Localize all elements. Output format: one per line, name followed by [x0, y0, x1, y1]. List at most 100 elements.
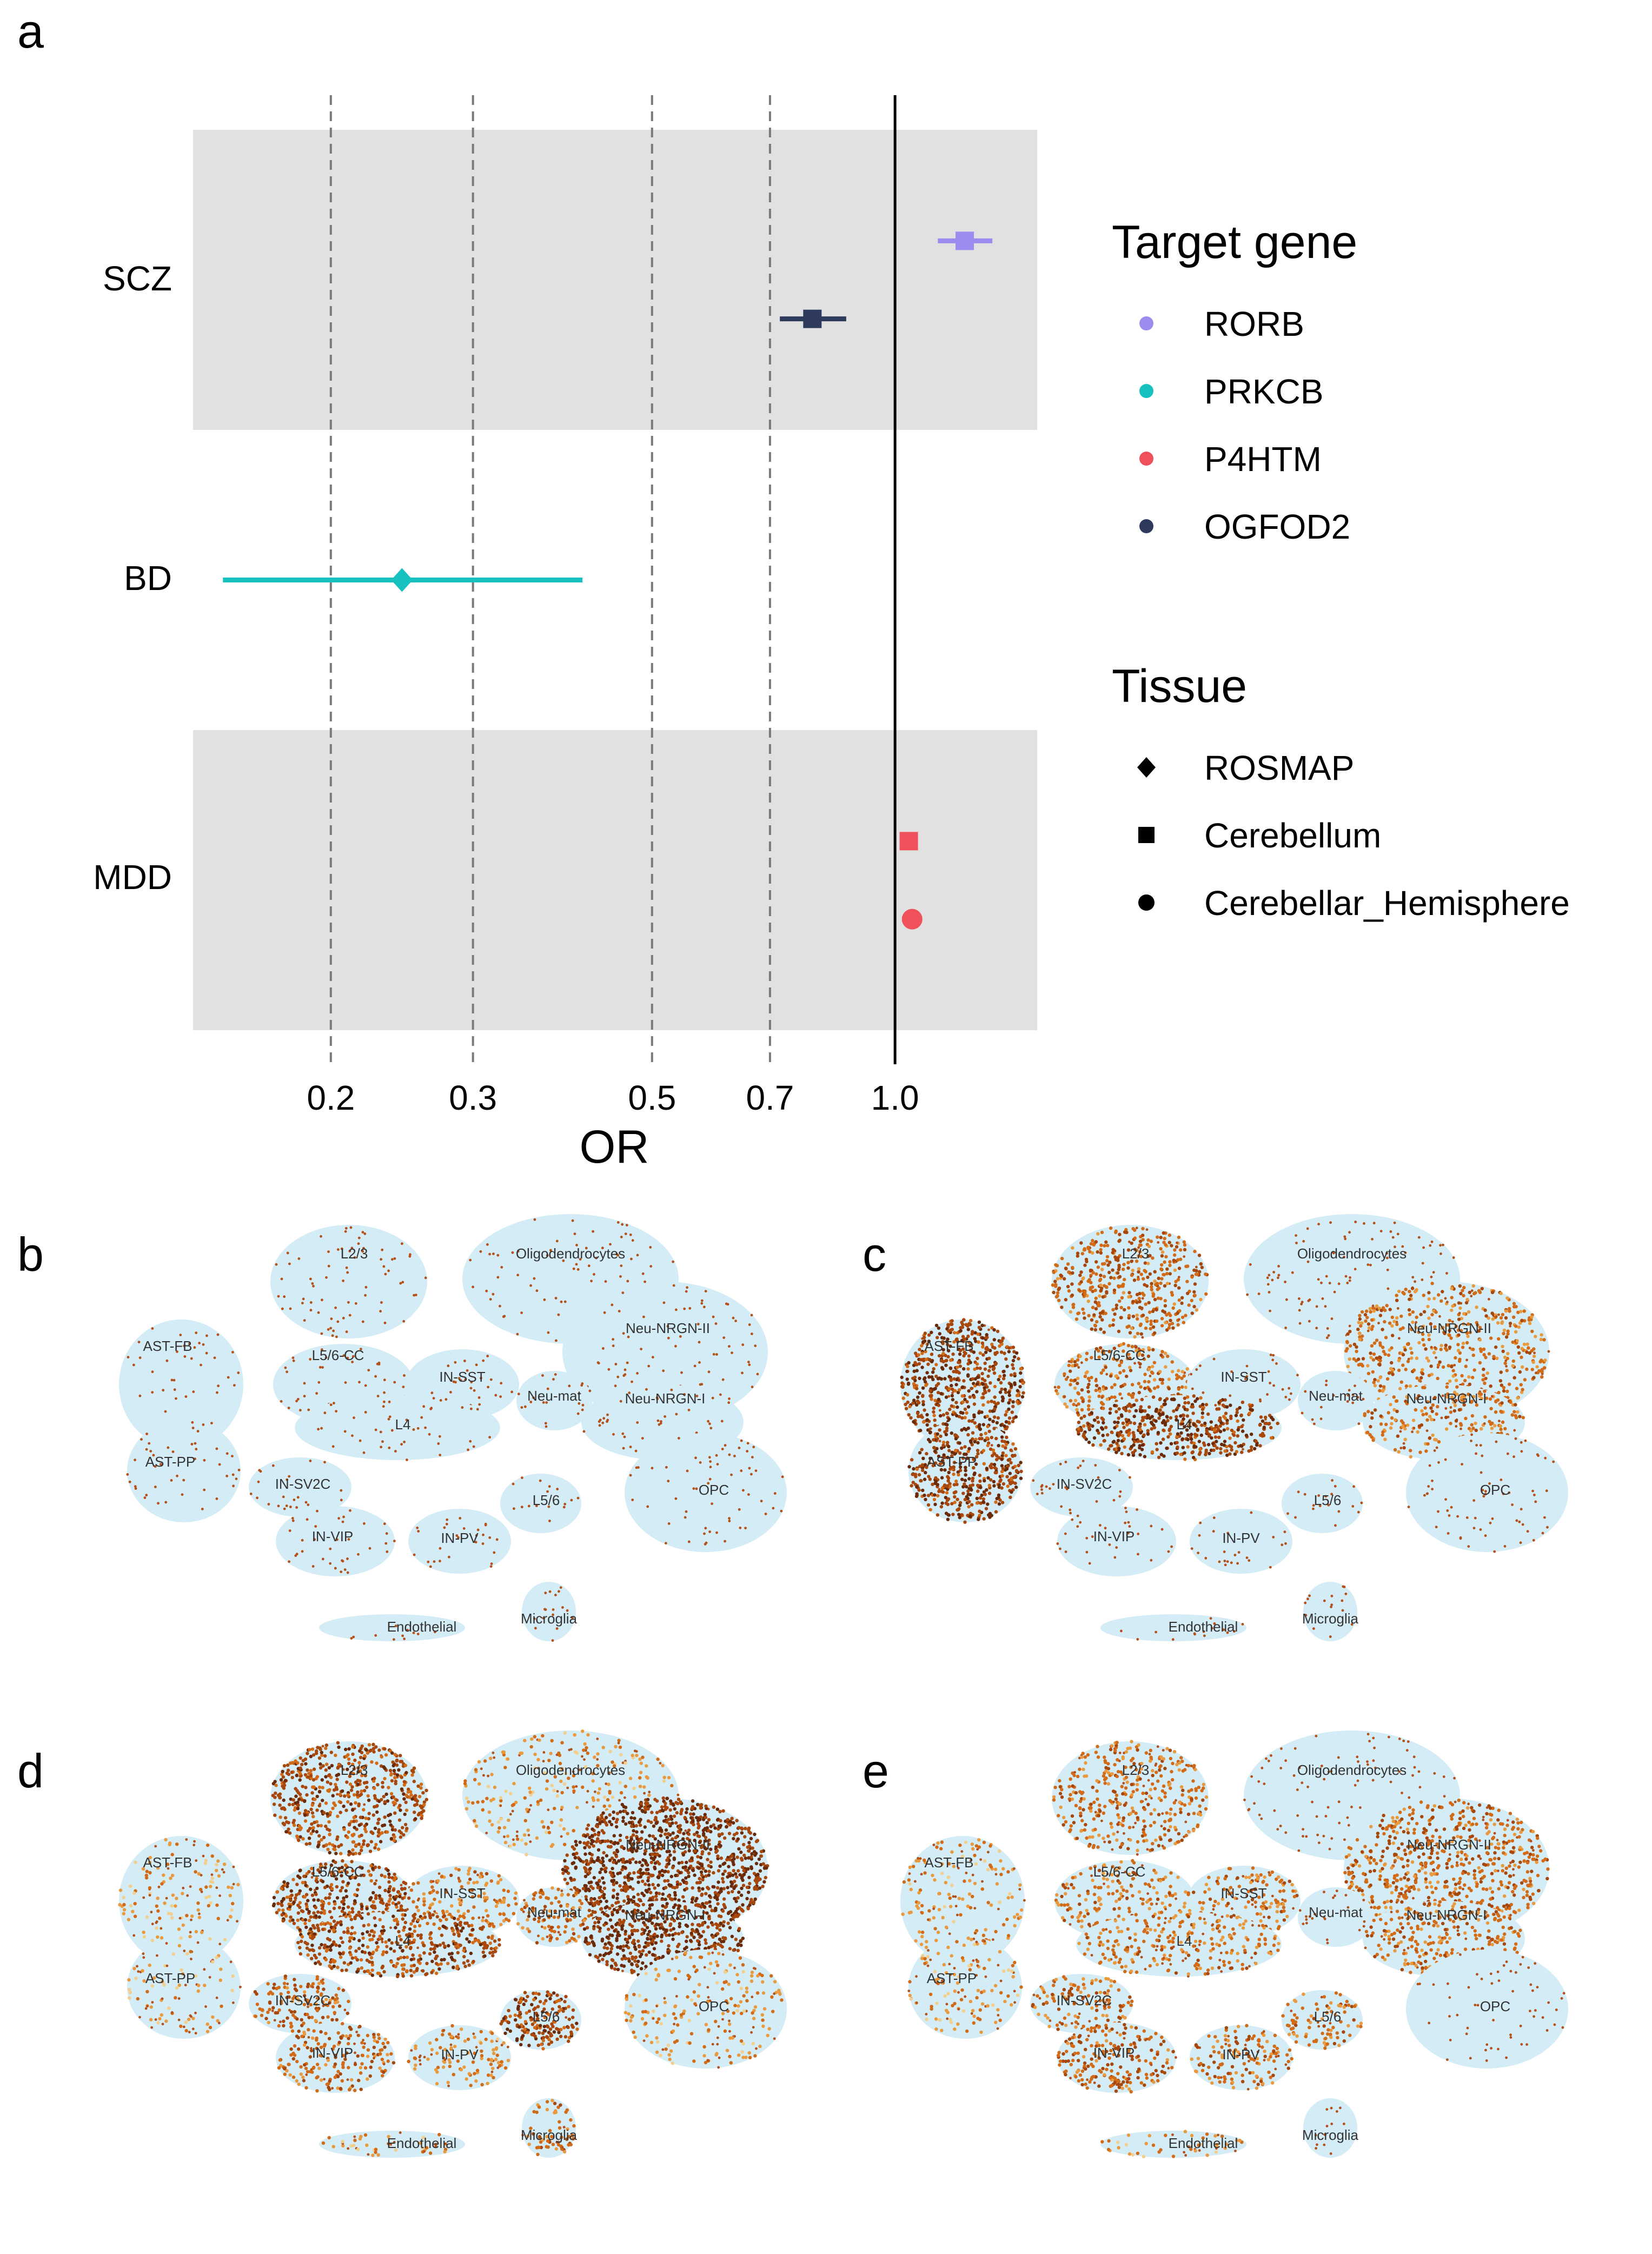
panel-label-b: b — [17, 1228, 44, 1281]
cell-dot — [1133, 1228, 1137, 1232]
cell-dot — [348, 1250, 351, 1252]
cell-dot — [963, 1337, 967, 1341]
cell-dot — [990, 1400, 993, 1403]
cell-dot — [1501, 1312, 1505, 1317]
cell-dot — [354, 1801, 357, 1805]
cell-dot — [919, 1358, 923, 1362]
cell-dot — [990, 1326, 994, 1330]
cell-dot — [370, 1760, 374, 1764]
cell-dot — [925, 1413, 929, 1417]
cell-dot — [742, 1489, 745, 1492]
cell-dot — [703, 1305, 706, 1309]
cell-dot — [1118, 1495, 1122, 1498]
cell-dot — [336, 1248, 340, 1251]
cell-dot — [997, 1377, 1000, 1382]
cell-dot — [1343, 1586, 1346, 1588]
cell-dot — [1132, 1414, 1136, 1418]
cluster-label-l5-6: L5/6 — [533, 1492, 560, 1508]
cell-dot — [1269, 1382, 1271, 1384]
cluster-label-l4: L4 — [1177, 1416, 1192, 1433]
cluster-label-in-sv2c: IN-SV2C — [275, 1476, 331, 1492]
cell-dot — [1494, 1345, 1498, 1349]
cell-dot — [925, 1423, 929, 1427]
cell-dot — [1087, 1395, 1091, 1399]
cell-dot — [273, 1813, 277, 1817]
cell-dot — [1403, 1348, 1407, 1352]
cell-dot — [517, 1393, 520, 1396]
cell-dot — [1010, 1384, 1013, 1388]
cell-dot — [992, 1328, 996, 1332]
cell-dot — [627, 1335, 630, 1338]
cell-dot — [1080, 1252, 1084, 1256]
cell-dot — [1173, 1283, 1177, 1288]
cell-dot — [132, 1363, 135, 1367]
cell-dot — [335, 1410, 337, 1413]
cell-dot — [1366, 1371, 1371, 1375]
cell-dot — [921, 1400, 925, 1404]
cell-dot — [315, 1830, 319, 1834]
cell-dot — [1404, 1368, 1408, 1371]
cluster-cells-l5-6 — [512, 1476, 580, 1522]
cell-dot — [469, 1387, 473, 1390]
cell-dot — [1071, 1271, 1074, 1275]
cell-dot — [1495, 1315, 1498, 1318]
cell-dot — [1082, 1424, 1086, 1428]
cell-dot — [1190, 1405, 1193, 1409]
cell-dot — [1203, 1421, 1207, 1426]
cell-dot — [1371, 1324, 1375, 1328]
cell-dot — [1001, 1396, 1005, 1401]
cell-dot — [203, 1459, 206, 1462]
cell-dot — [1512, 1315, 1516, 1319]
cell-dot — [1533, 1351, 1536, 1355]
cell-dot — [1176, 1241, 1178, 1244]
cell-dot — [551, 1639, 554, 1642]
cell-dot — [324, 1775, 328, 1779]
cell-dot — [997, 1502, 1001, 1506]
cell-dot — [544, 1422, 547, 1425]
cell-dot — [1091, 1290, 1094, 1293]
cell-dot — [961, 1347, 965, 1351]
cell-dot — [921, 1420, 926, 1424]
cell-dot — [909, 1416, 913, 1420]
cell-dot — [1177, 1298, 1181, 1302]
cell-dot — [1012, 1475, 1016, 1479]
cell-dot — [304, 1762, 308, 1766]
cell-dot — [1171, 1370, 1175, 1374]
cell-dot — [1064, 1377, 1069, 1381]
cell-dot — [1383, 1353, 1387, 1356]
cell-dot — [1198, 1270, 1202, 1274]
cell-dot — [371, 1742, 375, 1746]
cell-dot — [1436, 1363, 1441, 1367]
cell-dot — [303, 1382, 306, 1385]
cell-dot — [1144, 1302, 1147, 1306]
cell-dot — [1204, 1272, 1208, 1276]
cell-dot — [1465, 1516, 1469, 1519]
cell-dot — [298, 1827, 302, 1831]
cell-dot — [1311, 1418, 1314, 1421]
cell-dot — [1077, 1421, 1081, 1424]
cell-dot — [946, 1517, 950, 1521]
cell-dot — [175, 1397, 177, 1400]
cell-dot — [366, 1843, 370, 1847]
cell-dot — [1424, 1347, 1428, 1351]
cell-dot — [181, 1493, 184, 1496]
cell-dot — [981, 1396, 985, 1400]
cell-dot — [383, 1391, 386, 1394]
cell-dot — [698, 1361, 701, 1364]
cell-dot — [282, 1784, 287, 1787]
cell-dot — [916, 1395, 920, 1399]
cell-dot — [1284, 1542, 1287, 1545]
cell-dot — [1456, 1515, 1459, 1518]
cell-dot — [310, 1803, 314, 1807]
cell-dot — [991, 1420, 995, 1423]
cell-dot — [1366, 1364, 1370, 1368]
cell-dot — [1122, 1369, 1126, 1373]
cell-dot — [349, 1802, 353, 1806]
cell-dot — [1147, 1380, 1151, 1384]
cell-dot — [404, 1800, 408, 1805]
cell-dot — [1186, 1395, 1190, 1399]
cell-dot — [976, 1332, 980, 1336]
cell-dot — [1128, 1331, 1132, 1335]
cell-dot — [1122, 1426, 1126, 1429]
cell-dot — [1222, 1428, 1226, 1432]
